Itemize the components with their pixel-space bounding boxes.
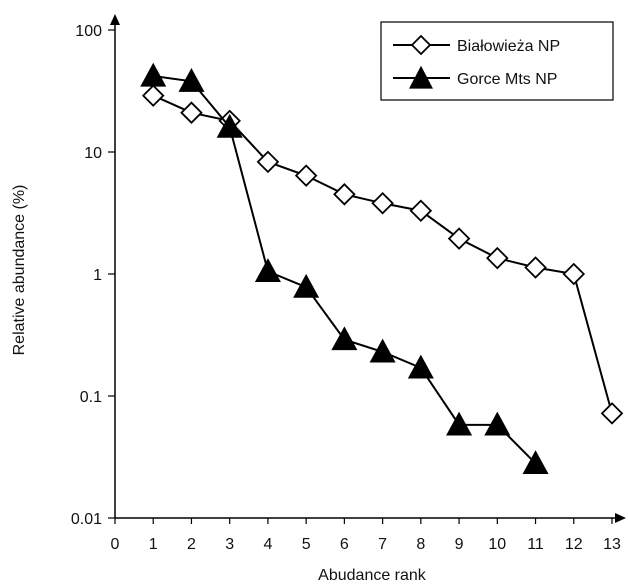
data-point-gorce [331, 326, 358, 351]
x-tick-label: 3 [225, 536, 234, 553]
series-line-gorce [153, 74, 537, 465]
data-point-gorce [407, 354, 434, 379]
data-point-bialowieza [256, 150, 280, 174]
x-tick-label: 11 [527, 536, 544, 553]
axes-layer: Abudance rank Relative abundance (%) [11, 14, 626, 584]
data-point-bialowieza [524, 256, 547, 279]
x-tick-label: 12 [565, 536, 583, 553]
data-point-gorce [178, 68, 205, 92]
y-axis-arrow-icon [110, 14, 120, 25]
x-tick-label: 7 [378, 536, 387, 553]
data-point-gorce [140, 62, 167, 87]
x-axis-arrow-icon [615, 513, 626, 523]
y-tick-label: 1 [93, 267, 102, 284]
x-tick-label: 6 [340, 536, 349, 553]
data-point-bialowieza [180, 101, 203, 124]
data-point-gorce [446, 411, 473, 436]
series-layer [140, 62, 624, 475]
legend-marker-bialowieza-icon [410, 34, 432, 56]
data-point-bialowieza [294, 164, 318, 187]
x-tick-label: 13 [603, 536, 621, 553]
y-tick-label: 0.01 [71, 511, 102, 528]
legend-label-bialowieza: Białowieża NP [457, 38, 560, 55]
x-tick-label: 10 [488, 536, 506, 553]
data-point-bialowieza [486, 246, 509, 270]
data-point-bialowieza [600, 402, 624, 425]
y-tick-label: 100 [75, 23, 102, 40]
data-point-bialowieza [562, 262, 586, 286]
y-tick-label: 10 [84, 145, 102, 162]
data-point-bialowieza [409, 199, 433, 223]
data-point-bialowieza [371, 191, 394, 215]
series-gorce [140, 62, 549, 475]
y-tick-label: 0.1 [80, 389, 102, 406]
series-line-bialowieza [152, 94, 613, 414]
x-tick-label: 8 [416, 536, 425, 553]
data-point-gorce [254, 258, 281, 283]
data-point-bialowieza [141, 84, 165, 107]
data-point-gorce [522, 450, 549, 475]
x-tick-label: 1 [149, 536, 158, 553]
x-tick-label: 2 [187, 536, 196, 553]
series-bialowieza [141, 84, 624, 425]
legend-label-gorce: Gorce Mts NP [457, 71, 557, 88]
y-axis-title: Relative abundance (%) [11, 185, 28, 356]
data-point-gorce [369, 338, 396, 363]
data-point-gorce [484, 411, 511, 436]
x-axis-title: Abudance rank [318, 567, 427, 584]
legend-marker-gorce-icon [409, 65, 433, 89]
data-point-bialowieza [447, 227, 471, 250]
x-tick-label: 9 [455, 536, 464, 553]
x-tick-label: 5 [302, 536, 311, 553]
data-point-bialowieza [333, 183, 356, 206]
legend: Białowieża NP Gorce Mts NP [380, 21, 614, 101]
x-tick-label: 0 [111, 536, 120, 553]
data-point-gorce [293, 273, 320, 298]
x-tick-label: 4 [263, 536, 272, 553]
data-point-gorce [216, 113, 243, 138]
